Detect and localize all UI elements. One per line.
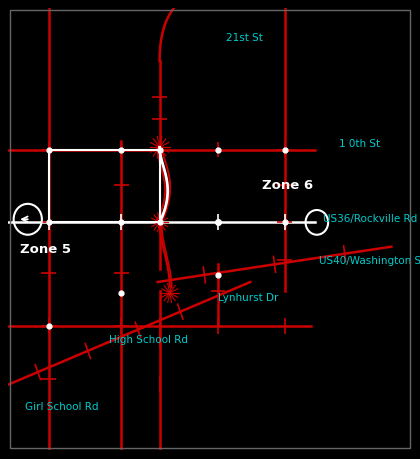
Text: 21st St: 21st St	[226, 33, 263, 43]
Text: Zone 5: Zone 5	[21, 243, 71, 256]
Text: US40/Washington St: US40/Washington St	[319, 255, 420, 265]
Bar	[49, 150, 160, 223]
Text: Girl School Rd: Girl School Rd	[24, 401, 98, 411]
Text: High School Rd: High School Rd	[109, 335, 188, 345]
Text: Zone 6: Zone 6	[262, 179, 314, 192]
Text: US36/Rockville Rd: US36/Rockville Rd	[323, 213, 417, 224]
Text: Lynhurst Dr: Lynhurst Dr	[218, 293, 278, 303]
Text: 1 0th St: 1 0th St	[339, 139, 380, 149]
